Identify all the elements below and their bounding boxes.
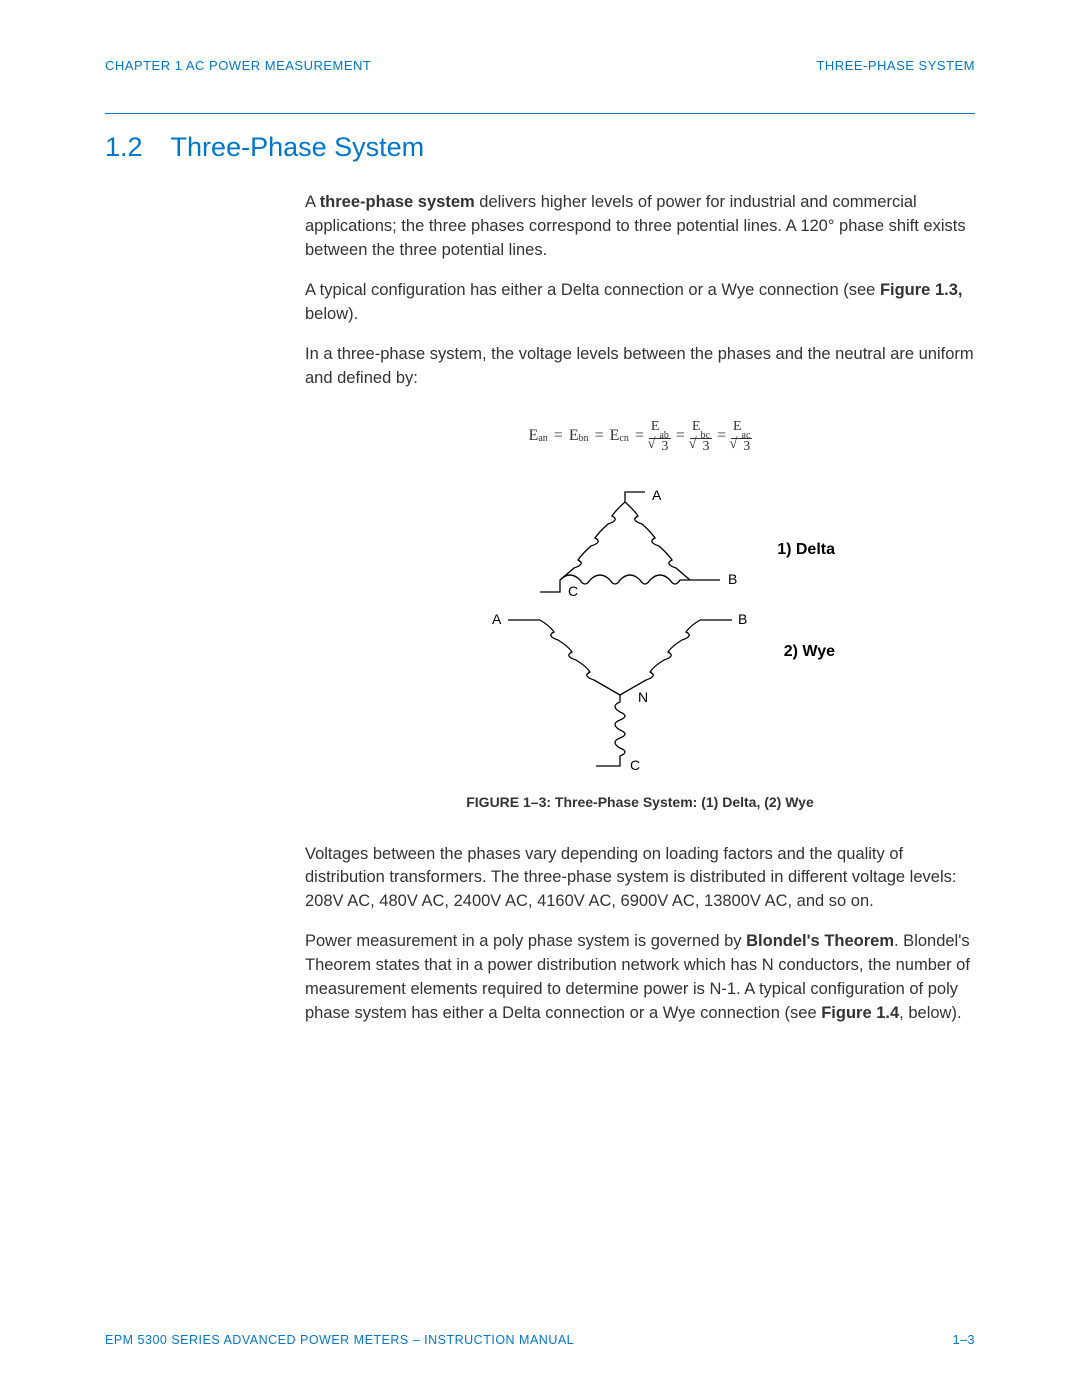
section-heading: 1.2 Three-Phase System — [105, 132, 975, 163]
page-footer: EPM 5300 SERIES ADVANCED POWER METERS – … — [105, 1333, 975, 1347]
delta-wye-diagram: A B C A B — [420, 490, 860, 780]
delta-node-b: B — [728, 571, 737, 587]
wye-node-n: N — [638, 689, 648, 705]
delta-node-a: A — [652, 490, 662, 503]
figure-label-wye: 2) Wye — [784, 640, 835, 663]
section-number: 1.2 — [105, 132, 143, 163]
figure-ref-2: Figure 1.4 — [821, 1004, 899, 1022]
wye-node-c: C — [630, 757, 640, 773]
wye-node-b: B — [738, 611, 747, 627]
footer-left: EPM 5300 SERIES ADVANCED POWER METERS – … — [105, 1333, 574, 1347]
paragraph-2: A typical configuration has either a Del… — [305, 279, 975, 327]
paragraph-5: Power measurement in a poly phase system… — [305, 930, 975, 1026]
page-header: CHAPTER 1 AC POWER MEASUREMENT THREE-PHA… — [105, 58, 975, 73]
paragraph-1: A three-phase system delivers higher lev… — [305, 191, 975, 263]
body-text-block: A three-phase system delivers higher lev… — [305, 191, 975, 1026]
header-right: THREE-PHASE SYSTEM — [816, 58, 975, 73]
delta-node-c: C — [568, 583, 578, 599]
section-title: Three-Phase System — [171, 132, 425, 163]
paragraph-4: Voltages between the phases vary dependi… — [305, 843, 975, 915]
wye-node-a: A — [492, 611, 502, 627]
figure-label-delta: 1) Delta — [777, 538, 835, 561]
horizontal-rule — [105, 113, 975, 114]
figure-caption: FIGURE 1–3: Three-Phase System: (1) Delt… — [305, 792, 975, 812]
bold-term: three-phase system — [320, 193, 475, 211]
equation: Ean = Ebn = Ecn = Eab3 = Ebc3 = Eac3 — [305, 418, 975, 452]
paragraph-3: In a three-phase system, the voltage lev… — [305, 343, 975, 391]
footer-right: 1–3 — [953, 1333, 975, 1347]
figure-ref: Figure 1.3, — [880, 281, 963, 299]
bold-term-blondel: Blondel's Theorem — [746, 932, 894, 950]
header-left: CHAPTER 1 AC POWER MEASUREMENT — [105, 58, 371, 73]
figure-1-3: A B C A B — [305, 490, 975, 780]
